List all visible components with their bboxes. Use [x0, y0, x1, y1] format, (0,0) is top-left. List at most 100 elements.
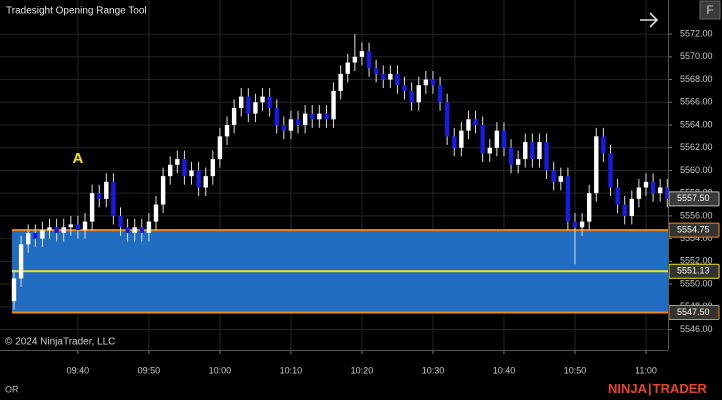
- candle-body: [295, 119, 301, 125]
- candle-body: [196, 170, 201, 188]
- y-tick-label: 5550.00: [680, 278, 713, 288]
- candle-body: [281, 125, 287, 131]
- x-tick-label: 10:40: [493, 365, 516, 375]
- candle-body: [274, 107, 279, 125]
- candle-body: [537, 142, 542, 160]
- candle-body: [430, 79, 436, 86]
- candle-body: [288, 119, 294, 131]
- candle-body: [224, 125, 230, 137]
- candle-body: [25, 232, 31, 245]
- candle-body: [437, 85, 443, 103]
- candle-body: [146, 221, 152, 233]
- candle-body: [594, 136, 599, 194]
- candle-body: [302, 113, 308, 125]
- toolbar-button[interactable]: [699, 0, 721, 20]
- x-tick-label: 10:00: [209, 365, 232, 375]
- candle-body: [665, 187, 670, 199]
- annotation: A: [72, 150, 83, 167]
- candle-body: [508, 147, 514, 165]
- candle-body: [423, 79, 429, 86]
- y-tick-label: 5570.00: [680, 51, 713, 61]
- logo-right: TRADER: [653, 381, 708, 396]
- candle-body: [231, 107, 237, 125]
- x-tick-label: 09:50: [138, 365, 161, 375]
- candle-body: [104, 181, 109, 199]
- price-tag-label: 5551.13: [677, 266, 710, 276]
- candle-body: [501, 130, 507, 148]
- candle-body: [239, 96, 244, 108]
- candle-body: [459, 130, 464, 148]
- candle-body: [416, 85, 421, 103]
- x-tick-label: 09:40: [67, 365, 90, 375]
- candle-body: [118, 215, 123, 228]
- y-tick-label: 5564.00: [680, 119, 713, 129]
- logo: NINJA|TRADER: [608, 381, 707, 396]
- candle-body: [515, 159, 521, 165]
- candle-body: [97, 193, 102, 199]
- candle-body: [132, 227, 137, 233]
- candle-body: [381, 73, 386, 80]
- nav-arrow[interactable]: [640, 12, 659, 28]
- status-text: OR: [5, 384, 19, 394]
- candle-body: [608, 153, 613, 188]
- candle-body: [494, 130, 500, 148]
- candle-body: [345, 62, 350, 74]
- candle-body: [68, 224, 73, 228]
- arrow-head: [649, 12, 659, 28]
- y-tick-label: 5562.00: [680, 142, 713, 152]
- candle-body: [657, 187, 663, 194]
- candle-body: [565, 176, 571, 222]
- y-tick-label: 5554.00: [680, 233, 713, 243]
- y-tick-label: 5546.00: [680, 324, 713, 334]
- candle-body: [530, 142, 535, 160]
- candle-body: [466, 119, 471, 131]
- candle-body: [395, 73, 400, 86]
- candle-body: [473, 119, 478, 125]
- candle-body: [629, 198, 634, 216]
- price-tag-label: 5557.50: [677, 193, 710, 203]
- candle-body: [246, 96, 251, 114]
- candle-body: [650, 181, 656, 194]
- candle-body: [331, 90, 336, 120]
- candle-body: [175, 159, 180, 165]
- candle-body: [203, 176, 208, 188]
- candle-body: [558, 176, 563, 182]
- candle-body: [210, 159, 216, 177]
- candle-body: [480, 125, 485, 154]
- candle-body: [643, 181, 649, 188]
- y-tick-label: 5572.00: [680, 28, 713, 38]
- candle-body: [544, 142, 549, 171]
- candle-body: [579, 221, 585, 228]
- candle-body: [160, 176, 166, 205]
- candle-body: [125, 227, 130, 233]
- candle-body: [47, 227, 52, 231]
- candle-body: [622, 204, 627, 216]
- candle-body: [388, 73, 393, 80]
- candle-body: [572, 221, 578, 228]
- price-tag-label: 5554.75: [677, 224, 710, 234]
- candle-body: [352, 56, 358, 63]
- candle-body: [33, 232, 38, 239]
- x-tick-label: 10:50: [564, 365, 587, 375]
- candle-body: [267, 96, 272, 108]
- candle-body: [217, 136, 223, 160]
- candle-body: [11, 278, 17, 302]
- toolbar-button-label[interactable]: F: [706, 3, 713, 17]
- candle-body: [54, 227, 59, 233]
- candle-body: [452, 136, 457, 148]
- candle-body: [366, 51, 372, 69]
- x-tick-label: 10:20: [351, 365, 374, 375]
- candle-body: [253, 102, 258, 114]
- candle-body: [89, 193, 95, 222]
- x-tick-label: 10:10: [280, 365, 303, 375]
- candle-body: [338, 73, 343, 91]
- candle-body: [18, 244, 24, 279]
- candle-body: [168, 164, 173, 177]
- candle-body: [40, 230, 45, 239]
- candle-body: [402, 85, 407, 91]
- candle-body: [636, 187, 642, 199]
- candle-body: [189, 170, 194, 177]
- copyright: © 2024 NinjaTrader, LLC: [5, 337, 115, 348]
